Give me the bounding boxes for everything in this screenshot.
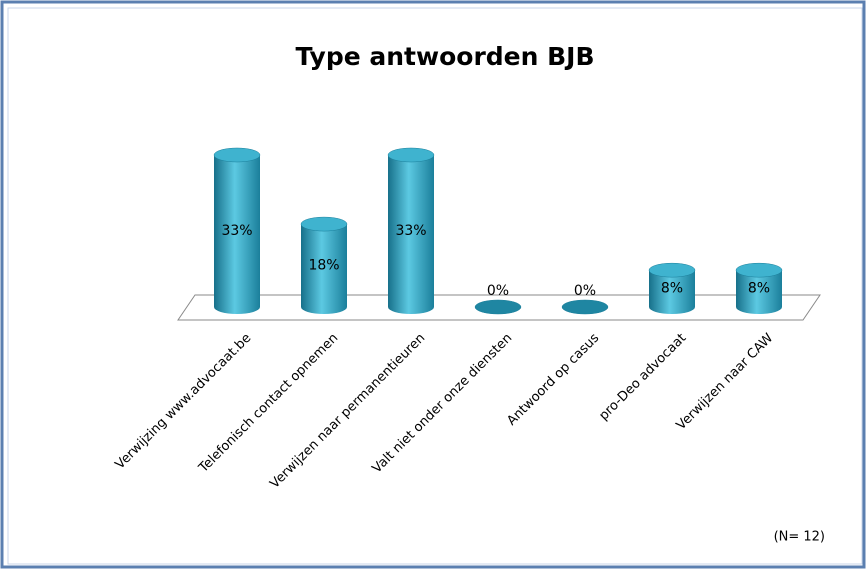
data-label: 0% xyxy=(487,283,509,299)
data-label: 18% xyxy=(308,258,339,274)
bar-top xyxy=(387,147,435,163)
bar-top xyxy=(300,216,348,232)
bar xyxy=(388,155,434,314)
inner-frame xyxy=(7,7,863,565)
bar-top xyxy=(474,299,522,315)
chart-title: Type antwoorden BJB xyxy=(295,42,594,71)
data-label: 0% xyxy=(574,283,596,299)
annotation: (N= 12) xyxy=(774,530,825,545)
bar-top xyxy=(213,147,261,163)
data-label: 33% xyxy=(395,223,426,239)
bar xyxy=(214,155,260,314)
data-label: 8% xyxy=(661,281,683,297)
bar xyxy=(736,270,782,314)
data-label: 8% xyxy=(748,281,770,297)
bar-top xyxy=(561,299,609,315)
bar-top xyxy=(735,262,783,278)
bar xyxy=(649,270,695,314)
bar-top xyxy=(648,262,696,278)
data-label: 33% xyxy=(221,223,252,239)
bar xyxy=(301,224,347,314)
